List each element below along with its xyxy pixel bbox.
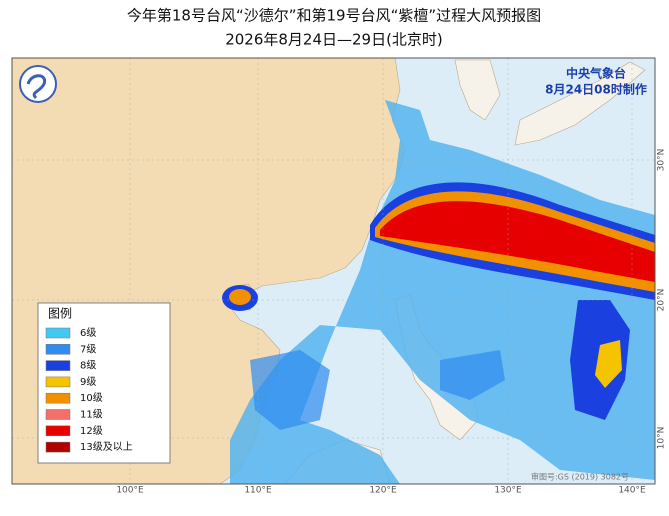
legend-swatch [45,409,71,420]
legend-label: 8级 [80,360,96,372]
latitude-label: 20°N [657,289,667,312]
map-subtitle: 2026年8月24日—29日(北京时) [225,31,443,49]
longitude-label: 140°E [618,486,646,496]
longitude-label: 100°E [116,486,144,496]
land [454,59,501,121]
legend-swatch [45,392,71,404]
wind-9 [595,340,622,388]
latitude-label: 10°N [657,427,667,450]
agency-name: 中央气象台 [566,66,626,81]
land [514,61,646,146]
wind-7 [250,350,330,430]
legend-label: 12级 [80,425,103,437]
longitude-label: 130°E [494,486,522,496]
wind-10 [229,289,251,305]
logo [19,65,57,103]
longitude-label: 120°E [369,486,397,496]
legend-label: 7级 [80,343,96,355]
legend-label: 11级 [80,409,103,421]
wind-12 [380,201,655,282]
legend-swatch [45,441,71,453]
legend-label: 10级 [80,392,103,404]
legend-label: 6级 [80,327,96,339]
graticule [12,58,655,484]
logo [26,74,47,100]
legend-title: 图例 [48,307,72,321]
wind-6 [230,100,655,484]
legend-swatch [45,360,71,371]
legend-swatch [45,344,71,355]
legend-swatch [45,327,71,339]
review-number: 审图号:GS (2019) 3082号 [531,472,629,482]
map-frame [11,57,656,485]
latitude-label: 30°N [657,149,667,172]
legend-swatch [45,425,71,437]
legend-label: 9级 [80,376,96,388]
wind-7 [440,350,505,400]
map-title: 今年第18号台风“沙德尔”和第19号台风“紫檀”过程大风预报图 [127,7,541,25]
legend-label: 13级及以上 [80,441,133,453]
longitude-label: 110°E [244,486,272,496]
issue-time: 8月24日08时制作 [545,82,647,97]
legend-swatch [45,376,71,388]
